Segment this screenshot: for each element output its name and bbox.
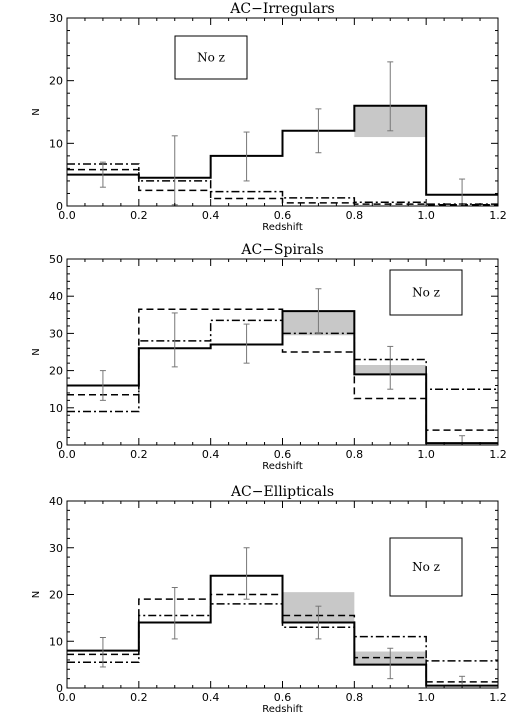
x-tick-label: 1.2 (489, 448, 507, 461)
error-bar-3 (243, 323, 250, 364)
series-dashdot (67, 603, 498, 664)
y-tick-label: 30 (49, 327, 63, 340)
x-tick-label: 0.8 (346, 209, 364, 222)
error-bar-3 (243, 547, 250, 600)
chart-title: AC−Spirals (240, 242, 323, 258)
no-z-box (389, 269, 463, 316)
x-tick-label: 0.4 (202, 209, 220, 222)
y-tick-label: 0 (56, 439, 63, 452)
x-tick-label: 0.6 (274, 448, 292, 461)
series-solid (67, 104, 498, 196)
x-axis-label: Redshift (262, 704, 303, 715)
x-tick-label: 0.6 (274, 209, 292, 222)
y-tick-label: 0 (56, 200, 63, 213)
y-tick-label: 10 (49, 137, 63, 150)
error-bar-5 (387, 345, 394, 390)
y-tick-label: 20 (49, 365, 63, 378)
no-z-box (174, 35, 248, 80)
error-bar-1 (99, 370, 106, 401)
x-tick-label: 0.2 (130, 691, 148, 704)
panel-1: 0.0 0.2 0.4 0.6 0.8 1.0 1.2 0 10 20 30 AC−Irregular… (31, 1, 507, 233)
y-tick-label: 10 (49, 635, 63, 648)
x-tick-label: 1.2 (489, 691, 507, 704)
error-bar-4 (315, 288, 322, 334)
x-tick-label: 0.0 (58, 448, 76, 461)
x-tick-label: 0.0 (58, 209, 76, 222)
x-tick-label: 0.0 (58, 691, 76, 704)
no-z-legend: No z (389, 537, 463, 597)
no-z-label: No z (412, 286, 440, 300)
x-axis-label: Redshift (262, 461, 303, 472)
no-z-legend: No z (174, 35, 248, 80)
x-tick-label: 0.2 (130, 448, 148, 461)
no-z-label: No z (197, 51, 225, 65)
x-tick-label: 1.2 (489, 209, 507, 222)
y-tick-label: 20 (49, 75, 63, 88)
error-bar-6 (459, 178, 466, 206)
x-tick-label: 1.0 (417, 209, 435, 222)
series-dashdot (67, 163, 498, 205)
series-dashed (67, 308, 498, 431)
error-bar-5 (387, 647, 394, 680)
no-z-label: No z (412, 560, 440, 574)
error-bar-1 (99, 637, 106, 668)
no-z-box (389, 537, 463, 597)
chart-title: AC−Irregulars (229, 1, 334, 17)
series-dashdot (67, 319, 498, 413)
x-tick-label: 1.0 (417, 448, 435, 461)
error-bar-2 (171, 135, 178, 206)
y-axis-label: N (31, 108, 42, 115)
y-tick-label: 30 (49, 542, 63, 555)
error-bar-1 (99, 161, 106, 188)
error-bar-4 (315, 108, 322, 154)
chart-title: AC−Ellipticals (230, 484, 334, 500)
error-bar-2 (171, 312, 178, 368)
panel-2: 0.0 0.2 0.4 0.6 0.8 1.0 1.2 0 10 20 30 40 50 AC−Spira… (31, 242, 507, 472)
x-tick-label: 0.8 (346, 448, 364, 461)
no-z-legend: No z (389, 269, 463, 316)
y-tick-label: 30 (49, 12, 63, 25)
error-bar-2 (171, 586, 178, 640)
x-tick-label: 0.2 (130, 209, 148, 222)
x-tick-label: 1.0 (417, 691, 435, 704)
y-tick-label: 0 (56, 682, 63, 695)
y-tick-label: 10 (49, 402, 63, 415)
x-tick-label: 0.8 (346, 691, 364, 704)
y-tick-label: 50 (49, 253, 63, 266)
error-bar-5 (387, 61, 394, 132)
x-tick-label: 0.4 (202, 448, 220, 461)
x-tick-label: 0.6 (274, 691, 292, 704)
panel-3: 0.0 0.2 0.4 0.6 0.8 1.0 1.2 0 10 20 30 40 AC−Ellipti… (31, 484, 507, 715)
y-tick-label: 40 (49, 290, 63, 303)
y-axis-label: N (31, 348, 42, 355)
error-bar-3 (243, 131, 250, 182)
error-bar-4 (315, 605, 322, 640)
y-tick-label: 20 (49, 589, 63, 602)
y-axis-label: N (31, 591, 42, 598)
x-tick-label: 0.4 (202, 691, 220, 704)
axes-frame (66, 17, 499, 207)
x-axis-label: Redshift (262, 222, 303, 233)
y-tick-label: 40 (49, 495, 63, 508)
series-dashed (67, 593, 498, 683)
